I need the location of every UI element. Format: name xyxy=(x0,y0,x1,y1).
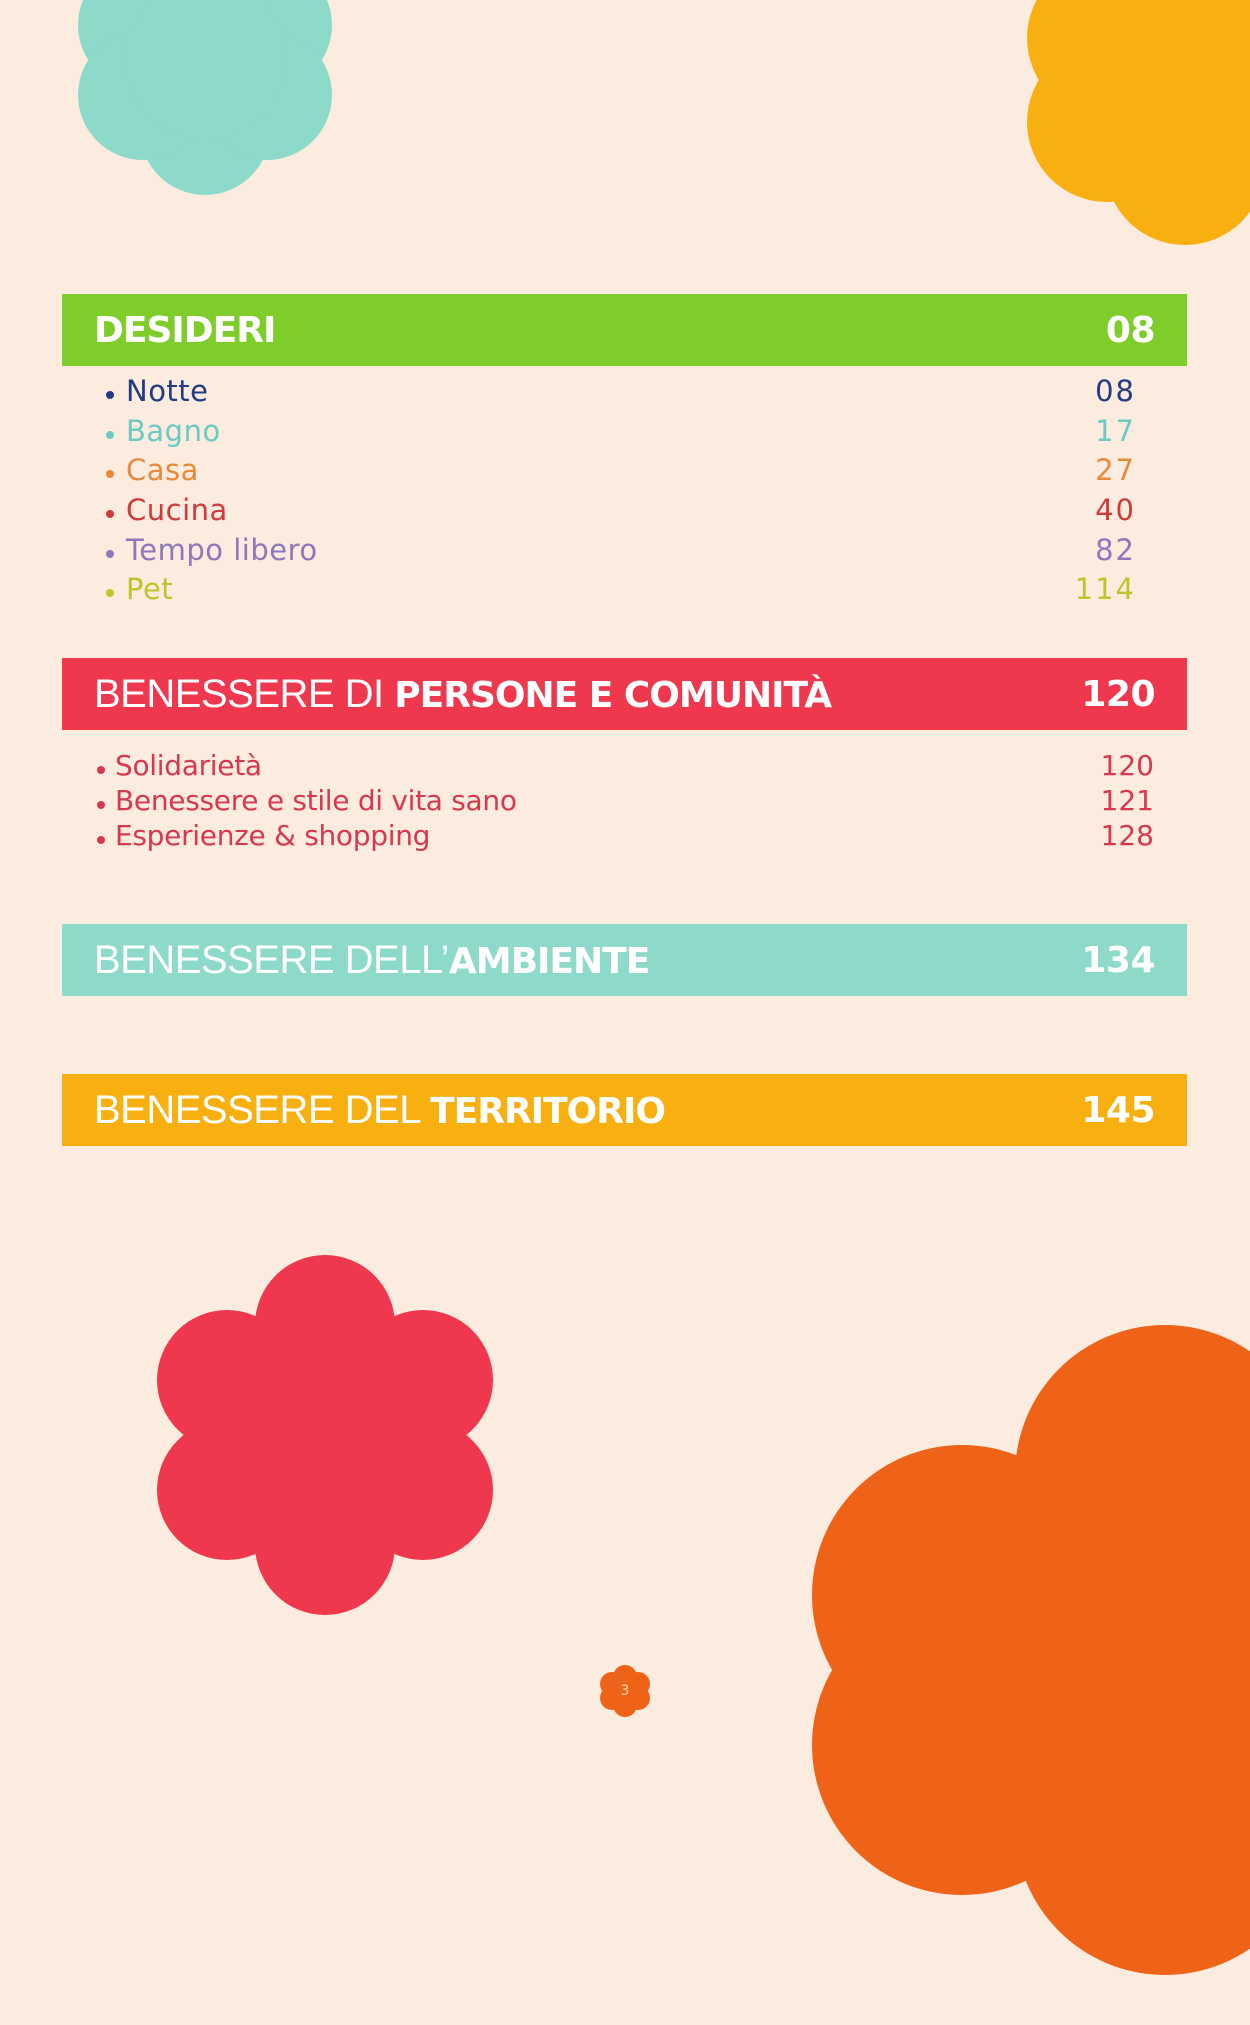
small-flower-icon xyxy=(600,1665,650,1717)
section-page-number: 08 xyxy=(1105,309,1156,351)
item-label: Tempo libero xyxy=(126,533,318,567)
list-item-esperienze-shopping[interactable]: Esperienze & shopping 128 xyxy=(0,819,1250,859)
list-item-benessere-stile-vita[interactable]: Benessere e stile di vita sano 121 xyxy=(0,784,1250,824)
red-flower-icon xyxy=(157,1255,493,1615)
section-header-persone[interactable]: BENESSERE DI PERSONE E COMUNITÀ 120 xyxy=(62,658,1187,730)
section-page-number: 134 xyxy=(1081,939,1155,981)
item-label: Notte xyxy=(126,374,209,408)
section-title-bold: AMBIENTE xyxy=(448,940,650,982)
item-page: 08 xyxy=(1095,374,1136,408)
bullet-icon xyxy=(106,431,114,439)
list-item-notte[interactable]: Notte 08 xyxy=(0,374,1250,414)
bullet-icon xyxy=(97,836,105,844)
page-number: 3 xyxy=(620,1683,630,1699)
list-item-solidarieta[interactable]: Solidarietà 120 xyxy=(0,749,1250,789)
section-title: BENESSERE DEL TERRITORIO xyxy=(94,1087,666,1133)
item-page: 17 xyxy=(1095,414,1136,448)
item-page: 114 xyxy=(1074,572,1136,606)
item-page: 121 xyxy=(1100,784,1154,817)
bullet-icon xyxy=(106,470,114,478)
item-page: 40 xyxy=(1095,493,1136,527)
section-title-light: BENESSERE DELL’ xyxy=(94,937,449,982)
section-title-light: BENESSERE DEL xyxy=(94,1087,431,1132)
bullet-icon xyxy=(97,766,105,774)
section-page-number: 120 xyxy=(1081,673,1155,715)
item-label: Esperienze & shopping xyxy=(115,819,431,852)
yellow-flower-icon xyxy=(1027,0,1250,245)
list-item-tempo-libero[interactable]: Tempo libero 82 xyxy=(0,533,1250,573)
item-label: Pet xyxy=(126,572,174,606)
item-label: Bagno xyxy=(126,414,221,448)
orange-flower-icon xyxy=(812,1325,1250,1975)
section-title: BENESSERE DI PERSONE E COMUNITÀ xyxy=(94,671,832,717)
section-title-bold: TERRITORIO xyxy=(430,1090,666,1132)
section-header-ambiente[interactable]: BENESSERE DELL’AMBIENTE 134 xyxy=(62,924,1187,996)
item-label: Casa xyxy=(126,453,199,487)
item-page: 128 xyxy=(1100,819,1154,852)
item-label: Cucina xyxy=(126,493,228,527)
section-header-desideri[interactable]: DESIDERI 08 xyxy=(62,294,1187,366)
item-page: 82 xyxy=(1095,533,1136,567)
section-page-number: 145 xyxy=(1081,1089,1155,1131)
section-title: BENESSERE DELL’AMBIENTE xyxy=(94,937,650,983)
teal-flower-icon xyxy=(78,0,332,195)
bullet-icon xyxy=(106,589,114,597)
item-page: 120 xyxy=(1100,749,1154,782)
bullet-icon xyxy=(106,550,114,558)
section-header-territorio[interactable]: BENESSERE DEL TERRITORIO 145 xyxy=(62,1074,1187,1146)
item-label: Benessere e stile di vita sano xyxy=(115,784,517,817)
bullet-icon xyxy=(106,510,114,518)
item-page: 27 xyxy=(1095,453,1136,487)
bullet-icon xyxy=(97,801,105,809)
section-title-bold: PERSONE E COMUNITÀ xyxy=(394,674,832,716)
list-item-casa[interactable]: Casa 27 xyxy=(0,453,1250,493)
bullet-icon xyxy=(106,391,114,399)
item-label: Solidarietà xyxy=(115,749,262,782)
page-number-badge: 3 xyxy=(598,1664,652,1718)
list-item-bagno[interactable]: Bagno 17 xyxy=(0,414,1250,454)
list-item-pet[interactable]: Pet 114 xyxy=(0,572,1250,612)
section-title: DESIDERI xyxy=(94,309,276,351)
section-title-bold: DESIDERI xyxy=(94,309,276,351)
list-item-cucina[interactable]: Cucina 40 xyxy=(0,493,1250,533)
section-title-light: BENESSERE DI xyxy=(94,671,395,716)
